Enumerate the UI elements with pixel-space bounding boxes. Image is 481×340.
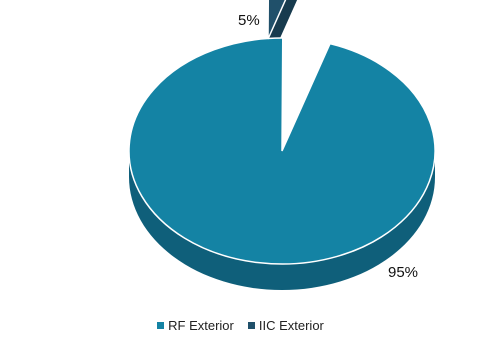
legend-swatch-iic-exterior	[247, 322, 255, 329]
data-label-rf-exterior: 95%	[388, 264, 419, 281]
slice-rf-exterior	[128, 37, 436, 265]
slice-side-rf-exterior	[129, 151, 435, 290]
slice-face-iic-exterior-1	[268, 0, 298, 65]
legend-label-iic-exterior: IIC Exterior	[258, 318, 324, 333]
legend-label-rf-exterior: RF Exterior	[168, 318, 234, 333]
chart-legend: RF Exterior IIC Exterior	[0, 318, 481, 333]
slice-iic-exterior	[267, 0, 287, 40]
legend-item-rf-exterior: RF Exterior	[157, 318, 234, 333]
data-label-iic-exterior: 5%	[238, 12, 260, 29]
legend-item-iic-exterior: IIC Exterior	[247, 318, 324, 333]
legend-swatch-rf-exterior	[157, 322, 165, 329]
